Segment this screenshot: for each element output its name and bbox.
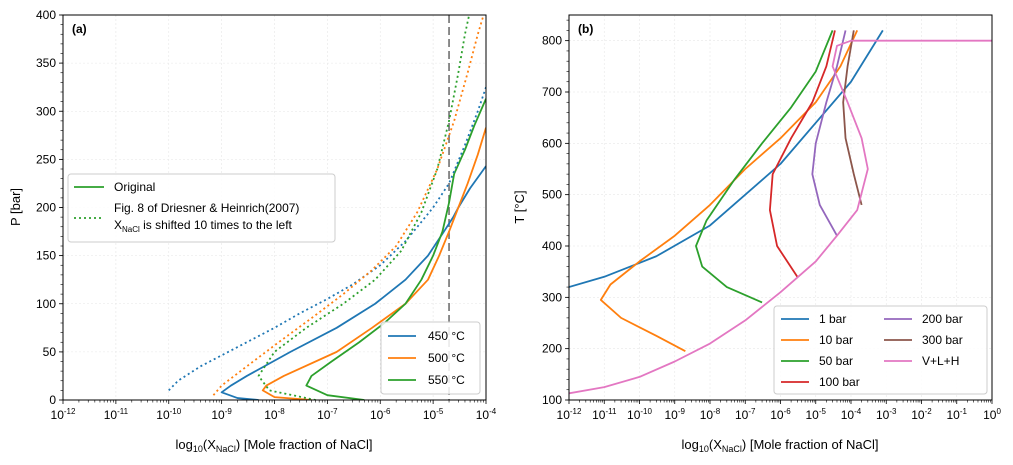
x-tick-label: 10-12 xyxy=(557,407,582,422)
series-line-500-c-driesner-heinrich-2007-shifted- xyxy=(212,15,485,396)
panel-a: 10-12 10-11 10-10 10-9 10-8 10-7 10-6 10-5 10-4 … xyxy=(8,8,497,454)
x-tick-label: 10-3 xyxy=(876,407,897,422)
y-tick-label: 300 xyxy=(36,104,56,118)
panel-a-style-legend: Original Fig. 8 of Driesner & Heinrich(2… xyxy=(67,173,336,243)
panel-a-y-axis-label: P [bar] xyxy=(8,188,23,226)
legend-shifted-label-line1: Fig. 8 of Driesner & Heinrich(2007) xyxy=(114,201,299,215)
series-line-450-c-driesner-heinrich-2007-shifted- xyxy=(168,86,486,392)
legend-label: 300 bar xyxy=(922,333,963,347)
x-tick-label: 10-11 xyxy=(104,407,129,422)
legend-original-label: Original xyxy=(114,180,155,194)
y-tick-label: 800 xyxy=(542,34,562,48)
y-tick-label: 400 xyxy=(36,8,56,22)
x-tick-label: 10-10 xyxy=(156,407,181,422)
series-line-50-bar xyxy=(695,30,834,304)
y-tick-label: 200 xyxy=(36,201,56,215)
x-tick-label: 10-1 xyxy=(947,407,968,422)
y-tick-label: 50 xyxy=(43,345,57,359)
panel-a-y-ticks: 0 50 100 150 200 250 300 350 400 xyxy=(36,8,63,407)
series-line-550-c xyxy=(305,98,486,400)
y-tick-label: 100 xyxy=(36,297,56,311)
x-tick-label: 10-6 xyxy=(770,407,791,422)
y-tick-label: 0 xyxy=(49,393,56,407)
panel-b-legend: 1 bar 10 bar 50 bar 100 bar 200 bar 300 bar V+… xyxy=(773,305,988,395)
legend-450-label: 450 °C xyxy=(428,329,465,343)
x-tick-label: 10-9 xyxy=(211,407,232,422)
legend-label: 50 bar xyxy=(819,354,853,368)
x-tick-label: 10-6 xyxy=(370,407,391,422)
legend-label: 10 bar xyxy=(819,333,853,347)
panel-a-temperature-legend-box xyxy=(380,321,481,395)
x-tick-label: 10-2 xyxy=(911,407,932,422)
legend-shifted-label-line2: XNaCl is shifted 10 times to the left xyxy=(114,218,293,234)
series-line-1-bar xyxy=(569,29,884,288)
legend-label: 1 bar xyxy=(819,312,846,326)
x-tick-label: 10-4 xyxy=(841,407,862,422)
panel-a-x-ticks: 10-12 10-11 10-10 10-9 10-8 10-7 10-6 10-5 10-4 xyxy=(51,400,497,422)
panel-b-label: (b) xyxy=(578,22,593,36)
series-line-300-bar xyxy=(842,30,863,206)
x-tick-label: 10-10 xyxy=(627,407,652,422)
x-tick-label: 10-8 xyxy=(264,407,285,422)
y-tick-label: 700 xyxy=(542,85,562,99)
legend-500-label: 500 °C xyxy=(428,351,465,365)
x-tick-label: 10-4 xyxy=(476,407,497,422)
x-tick-label: 10-8 xyxy=(700,407,721,422)
legend-label: 200 bar xyxy=(922,312,963,326)
panel-b-y-axis-label: T [°C] xyxy=(512,190,527,223)
x-tick-label: 10-12 xyxy=(51,407,76,422)
panel-a-series-lines xyxy=(168,15,486,400)
panel-a-x-axis-label: log10(XNaCl) [Mole fraction of NaCl] xyxy=(176,437,373,454)
panel-a-temperature-legend: 450 °C 500 °C 550 °C xyxy=(380,321,481,395)
x-tick-label: 100 xyxy=(983,407,1001,422)
legend-550-label: 550 °C xyxy=(428,373,465,387)
x-tick-label: 10-7 xyxy=(735,407,756,422)
x-tick-label: 10-11 xyxy=(592,407,617,422)
y-tick-label: 100 xyxy=(542,393,562,407)
x-tick-label: 10-7 xyxy=(317,407,338,422)
panel-b-legend-box xyxy=(773,305,988,395)
y-tick-label: 350 xyxy=(36,56,56,70)
y-tick-label: 500 xyxy=(542,188,562,202)
y-tick-label: 300 xyxy=(542,290,562,304)
x-tick-label: 10-9 xyxy=(665,407,686,422)
legend-label: V+L+H xyxy=(922,354,959,368)
panel-b-y-ticks: 100 200 300 400 500 600 700 800 xyxy=(542,19,569,407)
legend-label: 100 bar xyxy=(819,375,860,389)
x-tick-label: 10-5 xyxy=(806,407,827,422)
panel-a-label: (a) xyxy=(72,22,87,36)
x-tick-label: 10-5 xyxy=(423,407,444,422)
panel-b-legend-items: 1 bar 10 bar 50 bar 100 bar 200 bar 300 bar V+… xyxy=(781,312,963,389)
panel-b-series-lines xyxy=(569,29,992,395)
y-tick-label: 200 xyxy=(542,342,562,356)
series-line-200-bar xyxy=(811,30,847,237)
series-line-10-bar xyxy=(599,30,859,353)
y-tick-label: 150 xyxy=(36,249,56,263)
panel-b-x-axis-label: log10(XNaCl) [Mole fraction of NaCl] xyxy=(682,437,879,454)
series-line-v-l-h xyxy=(569,39,992,395)
series-line-100-bar xyxy=(768,30,836,278)
series-line-550-c-driesner-heinrich-2007-shifted- xyxy=(257,15,471,400)
panel-b-x-ticks: 10-12 10-11 10-10 10-9 10-8 10-7 10-6 10-5 10-4 1… xyxy=(557,400,1001,422)
y-tick-label: 250 xyxy=(36,152,56,166)
panel-a-style-legend-box xyxy=(67,173,336,243)
panel-b: 10-12 10-11 10-10 10-9 10-8 10-7 10-6 10-5 10-4 1… xyxy=(512,14,1001,454)
y-tick-label: 400 xyxy=(542,239,562,253)
y-tick-label: 600 xyxy=(542,136,562,150)
